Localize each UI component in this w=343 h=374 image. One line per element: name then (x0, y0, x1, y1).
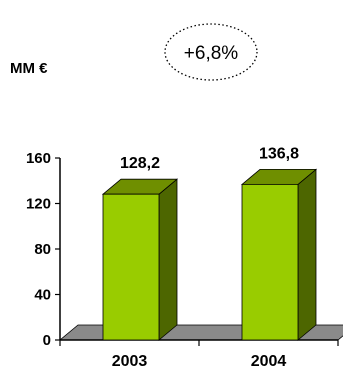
x-tick-label: 2004 (251, 353, 287, 370)
y-axis-ticks: 0 40 80 120 160 (26, 150, 60, 349)
y-tick-label: 0 (43, 332, 51, 349)
unit-label: MM € (10, 60, 48, 77)
bar-side (297, 168, 317, 341)
bar (101, 178, 179, 341)
bar-side (158, 178, 178, 341)
growth-label: +6,8% (184, 43, 239, 64)
y-tick-label: 160 (26, 150, 51, 167)
y-tick-label: 40 (34, 287, 51, 304)
growth-badge-outline (164, 23, 258, 81)
data-labels: 128,2 136,8 (120, 145, 299, 172)
x-tick-label: 2003 (112, 353, 148, 370)
bars (101, 168, 318, 341)
x-axis-ticks: 2003 2004 (59, 340, 339, 370)
y-tick-label: 120 (26, 196, 51, 213)
data-label: 128,2 (120, 155, 160, 172)
bar-front (102, 193, 160, 341)
bar (240, 168, 318, 341)
y-tick-label: 80 (34, 241, 51, 258)
data-label: 136,8 (259, 145, 299, 162)
bar-front (241, 183, 299, 341)
